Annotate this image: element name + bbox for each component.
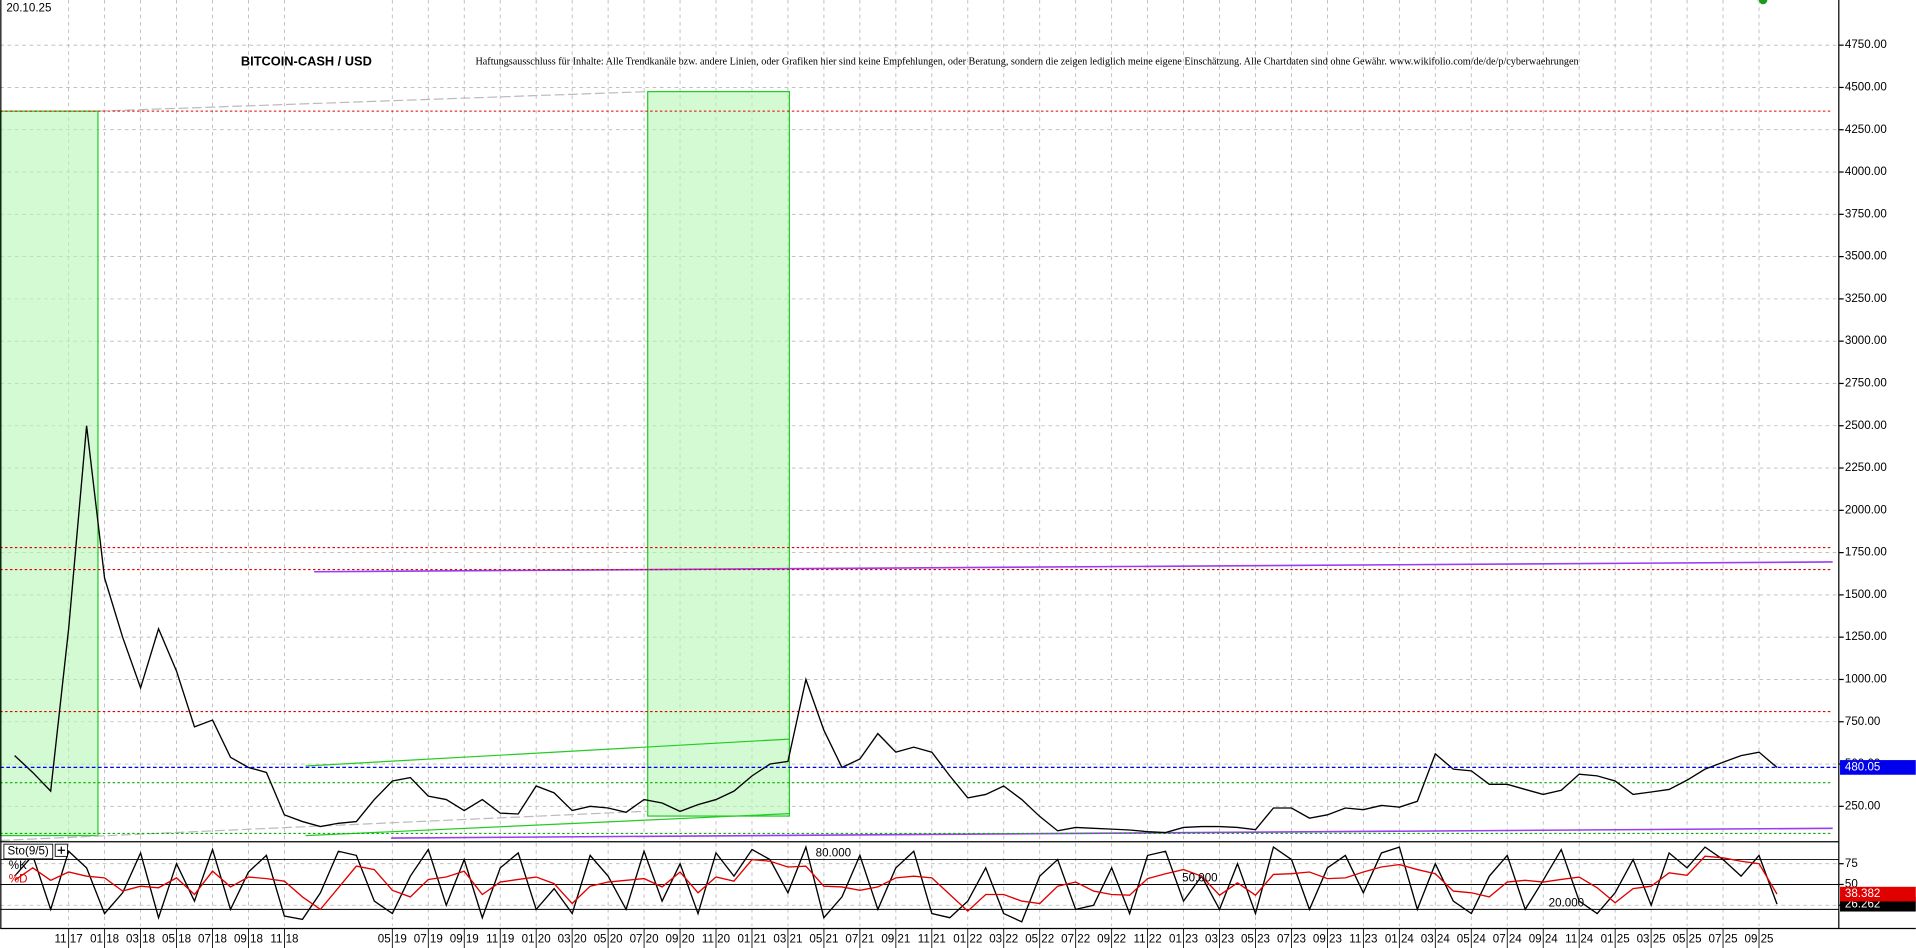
x-tick-label: 07 21	[845, 933, 874, 946]
y-tick-label: 75	[1845, 857, 1858, 870]
legend-entry: %K	[9, 859, 27, 872]
y-tick-label: 2000.00	[1845, 503, 1887, 516]
y-tick-label: 2250.00	[1845, 461, 1887, 474]
marker	[1758, 0, 1768, 5]
y-tick-label: 1000.00	[1845, 673, 1887, 686]
x-tick-label: 05 24	[1457, 933, 1487, 946]
y-tick-label: 3750.00	[1845, 207, 1887, 220]
x-tick-label: 05 25	[1673, 933, 1702, 946]
x-tick-label: 05 18	[162, 933, 191, 946]
x-tick-label: 07 18	[198, 933, 227, 946]
x-tick-label: 07 25	[1709, 933, 1738, 946]
y-tick-label: 1750.00	[1845, 546, 1887, 559]
trend-line	[305, 813, 790, 837]
x-tick-label: 11 23	[1349, 933, 1377, 946]
series-line	[14, 855, 1778, 913]
x-tick-label: 09 23	[1313, 933, 1342, 946]
series-line	[14, 425, 1778, 834]
x-tick-label: 11 24	[1565, 933, 1594, 946]
x-tick-label: 01 20	[522, 933, 551, 946]
y-tick-label: 4500.00	[1845, 81, 1887, 94]
x-tick-label: 11 17	[55, 933, 83, 946]
x-tick-label: 09 20	[666, 933, 695, 946]
y-tick-label: 1500.00	[1845, 588, 1887, 601]
chart-date: 20.10.25	[6, 2, 51, 15]
x-tick-label: 07 20	[630, 933, 659, 946]
x-tick-label: 05 20	[594, 933, 623, 946]
x-tick-label: 01 24	[1385, 933, 1415, 946]
level-label: 80.000	[816, 847, 851, 860]
series-line	[14, 844, 1778, 923]
y-tick-label: 3250.00	[1845, 292, 1887, 305]
y-tick-label: 2500.00	[1845, 419, 1887, 432]
x-tick-label: 01 22	[953, 933, 982, 946]
level-label: 20.000	[1549, 896, 1584, 909]
x-tick-label: 03 20	[558, 933, 587, 946]
x-tick-label: 09 24	[1529, 933, 1559, 946]
x-tick-label: 11 21	[918, 933, 946, 946]
last-price-label: 480.05	[1845, 760, 1880, 773]
x-tick-label: 05 22	[1025, 933, 1054, 946]
x-tick-label: 03 18	[126, 933, 155, 946]
x-tick-label: 07 22	[1061, 933, 1090, 946]
y-tick-label: 250.00	[1845, 799, 1880, 812]
x-tick-label: 07 23	[1277, 933, 1306, 946]
x-tick-label: 07 24	[1493, 933, 1523, 946]
x-tick-label: 09 25	[1745, 933, 1774, 946]
x-tick-label: 01 21	[737, 933, 766, 946]
x-tick-label: 11 19	[486, 933, 514, 946]
chart-title: BITCOIN-CASH / USD	[241, 54, 372, 69]
last-price-box	[1840, 760, 1916, 775]
y-tick-label: 4750.00	[1845, 38, 1887, 51]
indicator-button-icon	[57, 846, 65, 854]
y-tick-label: 2750.00	[1845, 377, 1887, 390]
x-tick-label: 11 18	[270, 933, 298, 946]
level-label: 50.000	[1182, 871, 1217, 884]
trend-line	[305, 738, 790, 767]
x-tick-label: 05 23	[1241, 933, 1270, 946]
x-tick-label: 05 21	[809, 933, 838, 946]
marks-layer	[0, 110, 1839, 923]
y-tick-label: 4250.00	[1845, 123, 1887, 136]
value-box	[1840, 886, 1916, 902]
x-tick-label: 03 21	[773, 933, 802, 946]
indicator-box	[3, 843, 54, 860]
trend-line	[314, 561, 1833, 573]
trend-line	[97, 91, 648, 112]
x-tick-label: 09 22	[1097, 933, 1126, 946]
x-tick-label: 09 18	[234, 933, 263, 946]
x-tick-label: 01 18	[90, 933, 119, 946]
x-tick-label: 03 24	[1421, 933, 1451, 946]
x-tick-label: 05 19	[378, 933, 407, 946]
disclaimer: Haftungsausschluss für Inhalte: Alle Tre…	[475, 57, 1579, 68]
y-tick-label: 3000.00	[1845, 334, 1887, 347]
highlight-box	[0, 110, 99, 837]
y-tick-label: 4000.00	[1845, 165, 1887, 178]
value-label: 38.382	[1845, 887, 1880, 900]
y-tick-label: 750.00	[1845, 715, 1880, 728]
x-tick-label: 03 23	[1205, 933, 1234, 946]
legend-entry: %D	[9, 873, 28, 886]
x-tick-label: 09 19	[450, 933, 479, 946]
x-tick-label: 07 19	[414, 933, 443, 946]
x-tick-label: 01 25	[1601, 933, 1630, 946]
x-tick-label: 11 22	[1134, 933, 1162, 946]
x-tick-label: 03 22	[989, 933, 1018, 946]
y-tick-label: 3500.00	[1845, 250, 1887, 263]
y-tick-label: 1250.00	[1845, 630, 1887, 643]
highlight-box	[647, 91, 791, 817]
x-tick-label: 01 23	[1169, 933, 1198, 946]
x-tick-label: 03 25	[1637, 933, 1666, 946]
indicator-title: Sto(9/5)	[8, 845, 49, 858]
x-tick-label: 09 21	[881, 933, 910, 946]
x-tick-label: 11 20	[702, 933, 730, 946]
